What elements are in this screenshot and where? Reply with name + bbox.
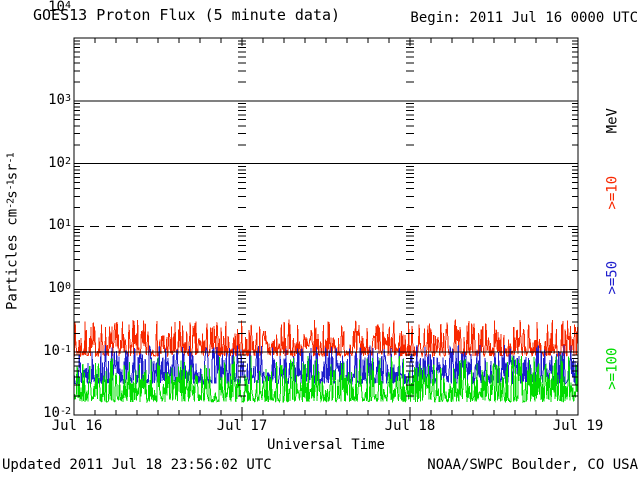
updated-timestamp: Updated 2011 Jul 18 23:56:02 UTC [2, 457, 272, 473]
x-tick-jul18: Jul 18 [384, 418, 436, 434]
y-tick-1e1: 101 [48, 217, 71, 233]
x-tick-jul16: Jul 16 [51, 418, 103, 434]
y-tick-1e-2: 10-2 [43, 405, 71, 421]
y-tick-1e2: 102 [48, 155, 71, 171]
x-tick-jul17: Jul 17 [216, 418, 268, 434]
chart-title: GOES13 Proton Flux (5 minute data) [33, 6, 341, 24]
y-tick-1e-1: 10-1 [43, 343, 71, 359]
x-tick-jul19: Jul 19 [552, 418, 604, 434]
x-axis-title: Universal Time [266, 437, 385, 453]
y-tick-1e3: 103 [48, 92, 71, 108]
begin-time-label: Begin: 2011 Jul 16 0000 UTC [410, 10, 638, 26]
y-tick-1e0: 100 [48, 280, 71, 296]
credit-label: NOAA/SWPC Boulder, CO USA [427, 457, 638, 473]
y-tick-1e4: 104 [48, 0, 71, 15]
